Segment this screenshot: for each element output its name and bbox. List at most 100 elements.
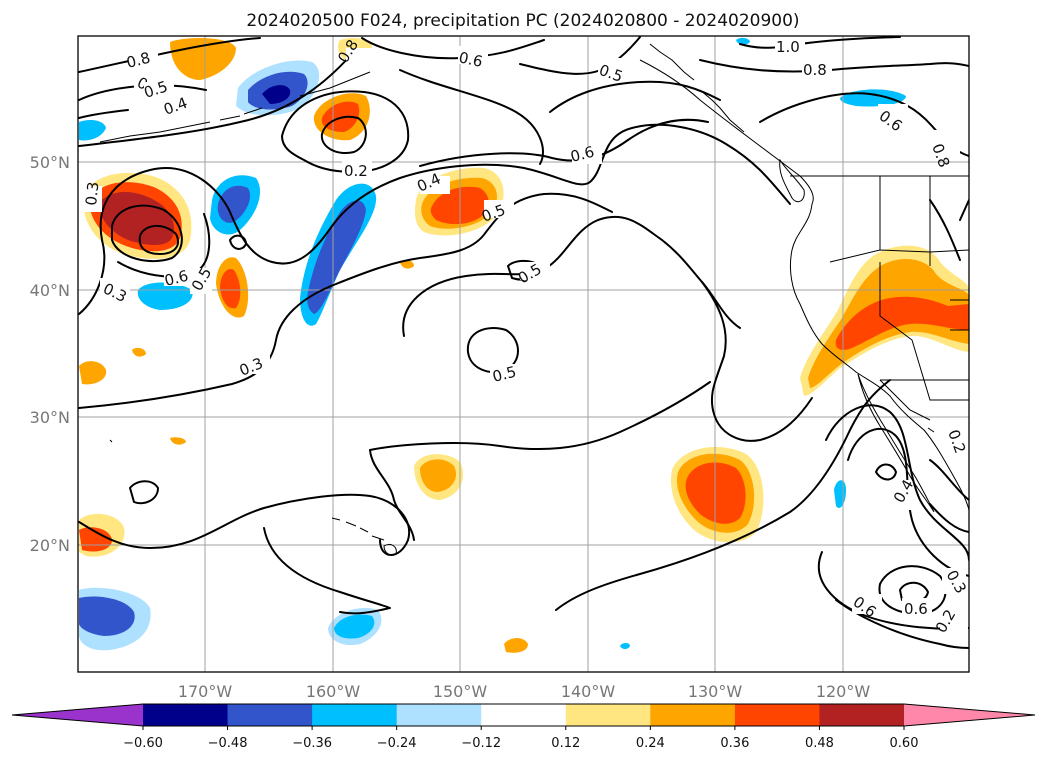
lon-label-120w: 120°W xyxy=(816,682,871,701)
colorbar-segment xyxy=(734,704,820,726)
negative-anomaly-area xyxy=(79,120,106,141)
lon-label-160w: 160°W xyxy=(306,682,361,701)
negative-anomaly-area xyxy=(217,185,251,223)
colorbar-tick-label: 0.24 xyxy=(636,736,665,751)
contour-tropics-main xyxy=(78,381,711,556)
positive-anomaly-area xyxy=(220,268,241,309)
contour-0.2-loop xyxy=(320,115,367,154)
contour-east-06-loop xyxy=(878,565,947,615)
negative-anomaly-area xyxy=(307,200,366,314)
lon-label-170w: 170°W xyxy=(178,682,233,701)
positive-anomaly-area xyxy=(132,347,146,357)
positive-anomaly-area xyxy=(685,462,746,524)
contour-low-loop2 xyxy=(138,225,179,255)
lat-label-50n: 50°N xyxy=(30,153,70,172)
contour-east-0.3 xyxy=(929,459,969,533)
contour-label: 0.6 xyxy=(163,267,191,290)
hawaii-islands xyxy=(331,517,397,556)
colorbar-segment xyxy=(143,704,229,726)
positive-anomaly-area xyxy=(99,192,174,245)
contour-label: 0.2 xyxy=(344,162,368,180)
contour-label: 0.5 xyxy=(491,363,519,386)
contour-03-south xyxy=(78,192,613,409)
us-west-coast xyxy=(789,203,969,511)
colorbar-tick-label: 0.48 xyxy=(805,736,834,751)
contour-0.5-north2 xyxy=(549,80,721,113)
latitude-axis: 50°N 40°N 30°N 20°N xyxy=(30,153,70,555)
lat-label-30n: 30°N xyxy=(30,408,70,427)
map-content: 0.8 0.6 0.5 0.4 0.3 0.2 0.8 0.5 0.6 1.0 … xyxy=(78,36,969,672)
colorbar-tick-label: −0.60 xyxy=(123,736,163,751)
longitude-axis: 170°W 160°W 150°W 140°W 130°W 120°W xyxy=(178,682,871,701)
colorbar-tick-label: −0.24 xyxy=(377,736,417,751)
colorbar-tick-label: 0.60 xyxy=(890,736,919,751)
negative-anomaly-area xyxy=(262,85,291,104)
colorbar-tick-label: 0.12 xyxy=(551,736,580,751)
lon-label-140w: 140°W xyxy=(561,682,616,701)
positive-anomaly-area xyxy=(79,361,107,385)
lon-label-130w: 130°W xyxy=(688,682,743,701)
negative-anomaly-area xyxy=(334,614,375,639)
contour-06-north xyxy=(78,55,351,147)
contour-low-loop1 xyxy=(111,204,183,263)
colorbar-tick-label: −0.48 xyxy=(208,736,248,751)
contour-0.5-north xyxy=(399,69,544,165)
state-borders xyxy=(829,176,969,421)
contour-label: 0.8 xyxy=(803,61,827,79)
contour-03-west xyxy=(78,123,791,315)
contour-04-west-edge xyxy=(78,109,129,119)
negative-anomaly-area xyxy=(137,282,193,310)
contour-east-nest1 xyxy=(825,404,969,561)
contour-tropics-loop xyxy=(369,449,415,541)
contour-label: 0.3 xyxy=(82,181,102,207)
contour-0.5-small-west xyxy=(229,234,247,250)
colorbar-segment xyxy=(312,704,398,726)
contour-label: 0.6 xyxy=(457,48,484,71)
contour-east-0.8 xyxy=(929,199,969,261)
positive-anomaly-area xyxy=(504,638,528,653)
contour-label: 0.8 xyxy=(125,49,153,72)
negative-anomaly-area xyxy=(736,37,750,45)
alaska-aleutians xyxy=(99,71,371,143)
contour-tropics-south xyxy=(263,527,391,615)
contour-05-mid xyxy=(402,215,741,337)
colorbar-tick-label: 0.36 xyxy=(720,736,749,751)
positive-anomaly-area xyxy=(170,437,186,445)
contour-east-loop xyxy=(875,463,897,481)
colorbar: −0.60 −0.48 −0.36 −0.24 −0.12 0.12 0.24 0.36 0.4… xyxy=(11,703,1036,751)
contour-0.8-north xyxy=(699,59,969,73)
contour-06-loop xyxy=(281,90,410,173)
positive-anomaly-area xyxy=(835,296,969,350)
lon-label-150w: 150°W xyxy=(433,682,488,701)
colorbar-extend-max xyxy=(904,704,1035,726)
map-title: 2024020500 F024, precipitation PC (20240… xyxy=(246,11,799,31)
positive-anomaly-area xyxy=(420,459,457,492)
colorbar-segment xyxy=(650,704,736,726)
contour-label: 0.6 xyxy=(569,143,597,166)
lat-label-20n: 20°N xyxy=(30,536,70,555)
colorbar-segment xyxy=(481,704,567,726)
colorbar-segment xyxy=(565,704,651,726)
negative-anomaly-area xyxy=(620,643,630,649)
colorbar-tick-label: −0.36 xyxy=(292,736,332,751)
bc-islands xyxy=(779,158,805,203)
map-frame xyxy=(77,35,970,673)
contour-08-north xyxy=(78,37,261,73)
contour-east-nest4 xyxy=(847,427,969,577)
colorbar-segment xyxy=(396,704,482,726)
graticule xyxy=(78,36,969,672)
colorbar-segment xyxy=(819,704,905,726)
contour-label: 0.6 xyxy=(904,600,928,618)
colorbar-tick-label: −0.12 xyxy=(461,736,501,751)
contour-labels: 0.8 0.6 0.5 0.4 0.3 0.2 0.8 0.5 0.6 1.0 … xyxy=(80,36,969,636)
baja-california xyxy=(857,373,935,513)
contour-small-loop-130 xyxy=(129,480,159,505)
contour-tropics-curve xyxy=(701,281,813,442)
colorbar-segment xyxy=(227,704,313,726)
lat-label-40n: 40°N xyxy=(30,281,70,300)
contour-label: 1.0 xyxy=(776,38,800,56)
contour-tropics-east xyxy=(555,379,891,611)
negative-anomaly-area xyxy=(79,596,135,636)
colorbar-extend-min xyxy=(12,704,143,726)
